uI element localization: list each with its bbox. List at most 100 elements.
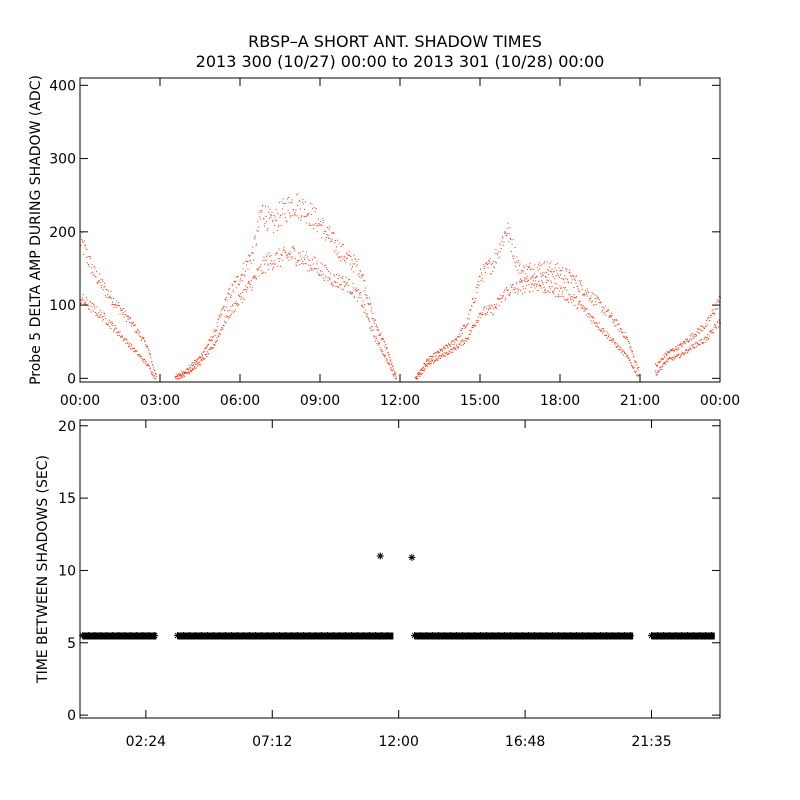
top-data-point (318, 273, 320, 275)
top-data-point (371, 326, 373, 328)
top-data-point (690, 349, 692, 351)
top-data-point (545, 288, 547, 290)
top-data-point (283, 203, 285, 204)
top-data-point (312, 207, 313, 209)
top-data-point (235, 303, 237, 304)
top-data-point (425, 364, 427, 366)
top-data-point (670, 357, 672, 359)
top-data-point (678, 357, 680, 359)
top-data-point (654, 370, 656, 372)
top-axis-ticks: 00:00 03:00 06:00 09:00 12:00 15:00 18:00 21:00… (49, 78, 740, 409)
top-data-point (104, 313, 105, 315)
top-data-point (370, 310, 372, 312)
top-data-point (142, 361, 144, 363)
top-data-point (689, 339, 691, 341)
top-data-point (302, 203, 304, 205)
top-data-point (98, 280, 100, 281)
top-data-point (486, 311, 488, 313)
top-data-point (705, 323, 707, 325)
top-data-point (713, 332, 715, 334)
top-data-point (565, 270, 567, 272)
top-data-point (481, 312, 483, 314)
top-data-point (608, 309, 609, 311)
top-data-point (190, 363, 192, 365)
top-data-point (260, 264, 262, 266)
top-data-point (83, 253, 85, 255)
top-data-point (386, 362, 388, 363)
top-data-point (637, 366, 639, 368)
bottom-data-point (145, 632, 153, 640)
top-data-point (217, 318, 219, 320)
top-data-point (716, 299, 718, 301)
top-data-point (526, 269, 528, 271)
top-data-point (100, 314, 102, 316)
bottom-data-point (359, 632, 367, 640)
top-data-point (533, 273, 535, 275)
top-data-point (278, 261, 280, 263)
top-data-point (384, 354, 386, 356)
top-data-point (700, 339, 702, 341)
top-data-point (498, 298, 500, 300)
bottom-data-point (476, 632, 484, 640)
top-data-point (292, 256, 294, 258)
top-data-point (335, 286, 337, 287)
top-y-tick-label: 400 (49, 78, 76, 94)
top-data-point (448, 350, 450, 352)
top-data-point (133, 325, 135, 326)
top-data-point (90, 272, 92, 274)
top-data-point (227, 310, 229, 312)
top-data-point (520, 278, 521, 280)
top-data-point (322, 273, 324, 275)
top-data-point (343, 281, 345, 282)
top-data-point (232, 305, 234, 307)
top-data-point (489, 306, 491, 308)
top-data-point (235, 301, 237, 303)
top-data-point (589, 314, 591, 316)
top-data-point (306, 270, 308, 272)
top-data-point (496, 307, 497, 309)
top-data-point (277, 226, 279, 228)
top-data-point (519, 281, 521, 283)
top-data-point (586, 288, 588, 290)
top-data-point (663, 354, 665, 356)
top-data-point (204, 347, 206, 349)
top-data-point (266, 221, 268, 222)
top-data-point (524, 291, 526, 293)
top-data-point (287, 209, 289, 211)
top-data-point (475, 325, 477, 327)
top-data-point (562, 278, 564, 280)
top-data-point (139, 335, 141, 337)
top-data-point (691, 344, 693, 346)
top-data-point (499, 256, 501, 258)
top-data-point (228, 317, 230, 319)
top-data-point (698, 343, 700, 345)
top-data-point (512, 284, 514, 285)
top-data-point (702, 326, 704, 328)
top-data-point (528, 284, 530, 286)
top-data-point (298, 199, 300, 201)
top-data-point (582, 294, 584, 295)
top-data-point (292, 215, 294, 217)
top-data-point (441, 350, 443, 352)
top-data-point (432, 359, 434, 361)
top-data-point (691, 339, 693, 341)
top-data-point (370, 330, 372, 332)
top-data-point (297, 193, 299, 195)
top-data-point (590, 295, 592, 297)
top-data-point (569, 271, 571, 273)
top-data-point (712, 329, 714, 331)
top-data-point (658, 361, 660, 363)
top-data-point (350, 268, 352, 270)
top-data-point (338, 256, 340, 258)
top-data-point (268, 264, 270, 266)
top-data-point (698, 343, 700, 345)
top-data-point (187, 372, 189, 373)
top-data-point (181, 377, 183, 378)
top-data-point (236, 276, 238, 278)
top-data-point (92, 303, 94, 305)
top-data-point (268, 252, 270, 254)
top-data-point (545, 276, 547, 277)
top-data-point (308, 259, 310, 261)
top-data-point (665, 363, 667, 365)
bottom-data-point (494, 632, 502, 640)
